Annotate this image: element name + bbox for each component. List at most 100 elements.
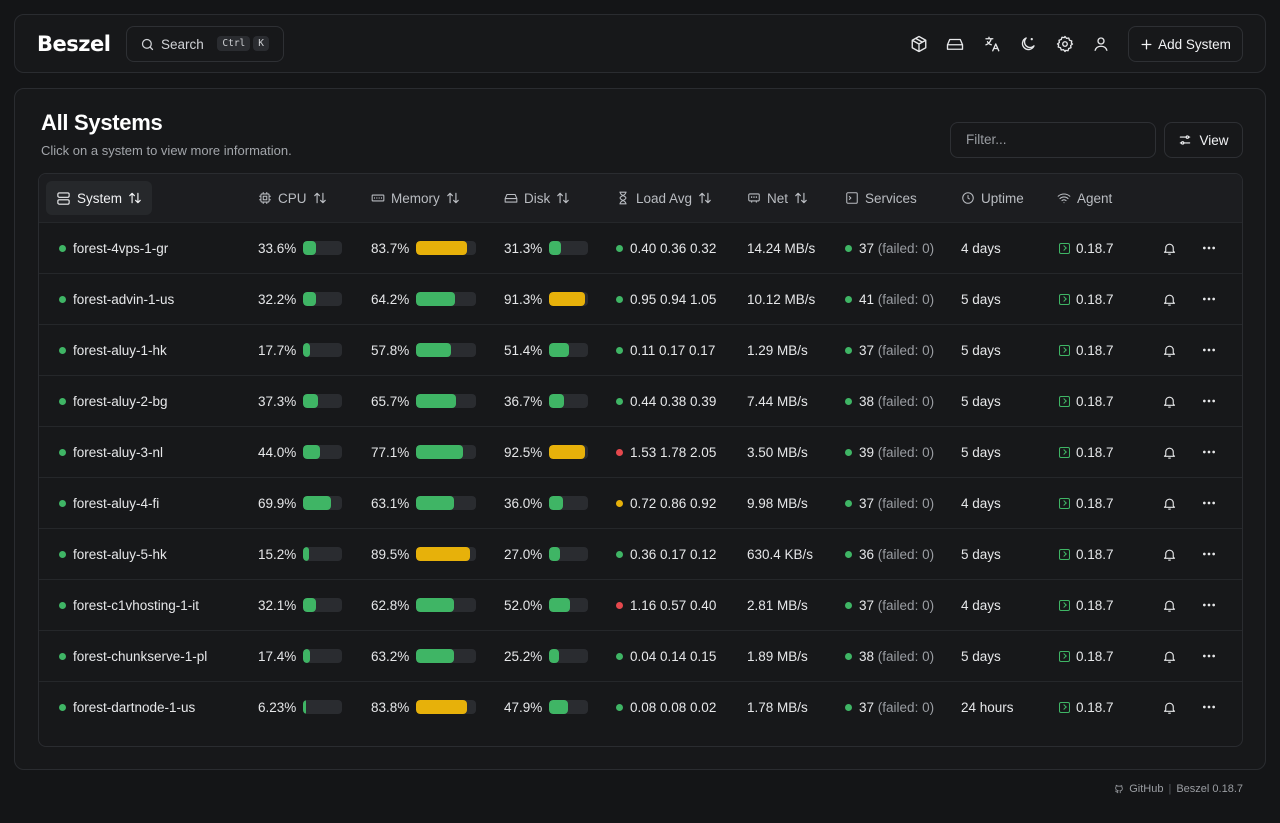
header-services[interactable]: Services [845, 174, 917, 222]
bell-icon[interactable] [1161, 580, 1177, 630]
bell-icon[interactable] [1161, 631, 1177, 681]
table-row[interactable]: forest-chunkserve-1-pl 17.4% 63.2% 25.2% 0.0… [39, 630, 1242, 681]
load-cell: 0.72 0.86 0.92 [616, 478, 716, 528]
status-dot [59, 550, 66, 558]
system-name-cell[interactable]: forest-advin-1-us [59, 274, 174, 324]
memory-bar [416, 598, 477, 612]
header-net[interactable]: Net [747, 174, 808, 222]
uptime-value: 4 days [961, 495, 1001, 511]
system-name-cell[interactable]: forest-aluy-1-hk [59, 325, 167, 375]
disk-value: 36.0% [504, 495, 543, 511]
settings-icon[interactable] [1055, 34, 1075, 54]
more-options-icon[interactable] [1199, 223, 1219, 273]
system-name-cell[interactable]: forest-dartnode-1-us [59, 682, 195, 732]
load-value: 0.95 0.94 1.05 [630, 291, 717, 307]
header-system[interactable]: System [46, 181, 153, 215]
bell-icon[interactable] [1161, 529, 1177, 579]
system-name-cell[interactable]: forest-4vps-1-gr [59, 223, 168, 273]
translate-icon[interactable] [982, 34, 1002, 54]
box-icon[interactable] [909, 34, 929, 54]
services-count: 37 [859, 240, 875, 256]
header-memory[interactable]: Memory [371, 174, 460, 222]
disk-bar [549, 343, 589, 357]
header-uptime[interactable]: Uptime [961, 174, 1024, 222]
memory-bar [416, 496, 477, 510]
table-row[interactable]: forest-aluy-5-hk 15.2% 89.5% 27.0% 0.36 0.17… [39, 528, 1242, 579]
bell-icon[interactable] [1161, 376, 1177, 426]
sort-icon [129, 192, 141, 204]
more-options-icon[interactable] [1199, 529, 1219, 579]
agent-cell: 0.18.7 [1059, 274, 1114, 324]
agent-version: 0.18.7 [1076, 495, 1114, 511]
cpu-cell: 15.2% [258, 529, 343, 579]
status-dot [59, 499, 66, 507]
filter-input[interactable]: Filter... [950, 122, 1156, 158]
more-options-icon[interactable] [1199, 631, 1219, 681]
user-icon[interactable] [1091, 34, 1111, 54]
add-system-button[interactable]: Add System [1128, 26, 1243, 62]
agent-version: 0.18.7 [1076, 291, 1114, 307]
net-cell: 10.12 MB/s [747, 274, 815, 324]
table-row[interactable]: forest-aluy-3-nl 44.0% 77.1% 92.5% 1.53 1.78… [39, 426, 1242, 477]
disk-bar [549, 445, 589, 459]
more-options-icon[interactable] [1199, 325, 1219, 375]
system-name-cell[interactable]: forest-aluy-2-bg [59, 376, 168, 426]
table-row[interactable]: forest-dartnode-1-us 6.23% 83.8% 47.9% 0.08 … [39, 681, 1242, 732]
system-name: forest-aluy-1-hk [73, 342, 167, 358]
bell-icon[interactable] [1161, 223, 1177, 273]
view-button[interactable]: View [1164, 122, 1243, 158]
bell-icon[interactable] [1161, 478, 1177, 528]
more-options-icon[interactable] [1199, 376, 1219, 426]
services-failed: (failed: 0) [877, 240, 935, 256]
bell-icon[interactable] [1161, 274, 1177, 324]
services-cell: 37 (failed: 0) [845, 682, 934, 732]
bell-icon[interactable] [1161, 325, 1177, 375]
services-failed: (failed: 0) [877, 342, 935, 358]
bell-icon[interactable] [1161, 427, 1177, 477]
more-options-icon[interactable] [1199, 478, 1219, 528]
table-row[interactable]: forest-4vps-1-gr 33.6% 83.7% 31.3% 0.40 0.36… [39, 222, 1242, 273]
hard-drive-icon[interactable] [945, 34, 965, 54]
more-options-icon[interactable] [1199, 682, 1219, 732]
table-row[interactable]: forest-aluy-1-hk 17.7% 57.8% 51.4% 0.11 0.17… [39, 324, 1242, 375]
header-system-label: System [77, 190, 123, 206]
system-name-cell[interactable]: forest-aluy-3-nl [59, 427, 163, 477]
github-link[interactable]: GitHub [1129, 783, 1164, 795]
system-name-cell[interactable]: forest-chunkserve-1-pl [59, 631, 207, 681]
services-status-dot [845, 346, 852, 354]
table-row[interactable]: forest-c1vhosting-1-it 32.1% 62.8% 52.0% 1.1… [39, 579, 1242, 630]
system-name: forest-aluy-4-fi [73, 495, 160, 511]
table-row[interactable]: forest-aluy-4-fi 69.9% 63.1% 36.0% 0.72 0.86… [39, 477, 1242, 528]
disk-cell: 51.4% [504, 325, 589, 375]
header-disk[interactable]: Disk [504, 174, 570, 222]
app-logo[interactable]: Beszel [37, 32, 111, 56]
system-name: forest-4vps-1-gr [73, 240, 169, 256]
system-name-cell[interactable]: forest-c1vhosting-1-it [59, 580, 199, 630]
services-count: 37 [859, 597, 875, 613]
header-load-avg[interactable]: Load Avg [616, 174, 712, 222]
net-value: 7.44 MB/s [747, 393, 808, 409]
table-row[interactable]: forest-aluy-2-bg 37.3% 65.7% 36.7% 0.44 0.38… [39, 375, 1242, 426]
disk-bar [549, 598, 589, 612]
version-link[interactable]: Beszel 0.18.7 [1176, 783, 1243, 795]
footer-separator: | [1168, 783, 1172, 795]
header-cpu[interactable]: CPU [258, 174, 327, 222]
search-button[interactable]: Search Ctrl K [126, 26, 284, 62]
bell-icon[interactable] [1161, 682, 1177, 732]
cpu-value: 37.3% [258, 393, 297, 409]
system-name: forest-advin-1-us [73, 291, 175, 307]
agent-version: 0.18.7 [1076, 240, 1114, 256]
agent-cell: 0.18.7 [1059, 529, 1114, 579]
services-status-dot [845, 244, 852, 252]
header-agent[interactable]: Agent [1057, 174, 1112, 222]
more-options-icon[interactable] [1199, 580, 1219, 630]
services-status-dot [845, 499, 852, 507]
table-row[interactable]: forest-advin-1-us 32.2% 64.2% 91.3% 0.95 0.9… [39, 273, 1242, 324]
more-options-icon[interactable] [1199, 427, 1219, 477]
more-options-icon[interactable] [1199, 274, 1219, 324]
system-name-cell[interactable]: forest-aluy-4-fi [59, 478, 159, 528]
moon-icon[interactable] [1018, 34, 1038, 54]
load-cell: 0.36 0.17 0.12 [616, 529, 716, 579]
disk-bar [549, 394, 589, 408]
system-name-cell[interactable]: forest-aluy-5-hk [59, 529, 167, 579]
